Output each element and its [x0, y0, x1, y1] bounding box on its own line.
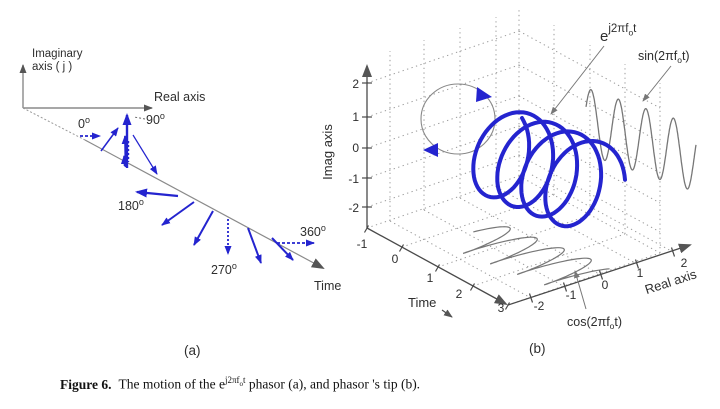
panel-b-tag: (b) [529, 341, 546, 356]
caption-label: Figure 6. [60, 376, 112, 392]
sin-sub: o [677, 55, 682, 65]
angle-label-180: 180o [118, 197, 144, 213]
real-axis-label-b: Real axis [643, 266, 699, 297]
angle-label-0: 0o [78, 115, 90, 131]
real-tick-2: 2 [681, 256, 688, 270]
exp-sub: o [628, 28, 633, 38]
phasor-250deg [193, 210, 214, 246]
real-tick-n1: -1 [566, 288, 577, 302]
exp-label-leader [550, 45, 605, 115]
real-axis-b [507, 243, 692, 306]
angle-label-270: 270o [211, 261, 237, 277]
cos-post: t) [614, 315, 622, 329]
time-label-a: Time [314, 279, 341, 293]
phasor-315deg [271, 237, 294, 261]
phasor-295deg [247, 227, 262, 264]
cos-projection-curve [462, 226, 610, 286]
sin-pre: sin(2πf [638, 49, 678, 63]
caption-sup: j2πf [224, 375, 240, 385]
axis-tick-marks [362, 82, 676, 310]
rotation-direction-indicator [420, 83, 496, 157]
phasor-90deg-third [120, 155, 128, 167]
caption-sup2: t [243, 375, 246, 385]
time-tick-1: 1 [427, 271, 434, 285]
caption-pre: The motion of the e [118, 376, 225, 392]
caption-exponent: j2πfot [224, 375, 246, 388]
angle-value-360: 360 [300, 225, 321, 239]
helix-curve [471, 110, 627, 229]
exp-sup: j2πf [607, 23, 629, 35]
panel-b: 2 1 0 -1 -2 -1 0 1 2 3 -2 -1 0 1 2 Imag … [320, 8, 699, 356]
angle-value-90: 90 [146, 113, 160, 127]
figure-caption: Figure 6. The motion of the ej2πfot phaso… [60, 375, 660, 393]
angle-value-180: 180 [118, 199, 139, 213]
real-tick-n2: -2 [534, 299, 545, 313]
time-tick-3: 3 [498, 301, 505, 315]
phasor-tip-path-line [132, 134, 158, 175]
phasor-180deg [135, 188, 179, 198]
cos-label-leader [574, 270, 587, 310]
degree-sup: o [85, 115, 90, 125]
label-90-leader [133, 116, 146, 120]
imag-tick-2: 2 [352, 77, 359, 91]
time-axis-label-b: Time [408, 295, 436, 310]
phasor-arrows [80, 113, 315, 264]
time-tick-2: 2 [456, 287, 463, 301]
panel-a: Imaginary axis ( j ) Real axis Time 0 [19, 48, 341, 358]
time-tick-labels: -1 0 1 2 3 [357, 237, 505, 315]
real-axis-label-a: Real axis [154, 90, 205, 104]
imag-tick-labels: 2 1 0 -1 -2 [348, 77, 359, 215]
time-tick-n1: -1 [357, 237, 368, 251]
caption-post: phasor (a), and phasor 's tip (b). [245, 376, 421, 392]
imaginary-axis-label-line2: axis ( j ) [32, 61, 72, 73]
angle-value-0: 0 [78, 117, 85, 131]
rotation-arrowhead-top [476, 87, 492, 102]
time-axis-b [366, 227, 508, 305]
real-tick-1: 1 [637, 266, 644, 280]
degree-sup: o [160, 111, 165, 121]
imag-tick-n1: -1 [348, 172, 359, 186]
panel-a-tag: (a) [184, 343, 201, 358]
figure-canvas: Imaginary axis ( j ) Real axis Time 0 [19, 8, 699, 358]
time-label-arrow [441, 309, 453, 318]
sin-projection-curve [585, 89, 697, 190]
angle-value-270: 270 [211, 263, 232, 277]
rotation-arrowhead-bottom [423, 143, 438, 157]
rotation-circle [420, 83, 496, 155]
imag-tick-1: 1 [352, 110, 359, 124]
caption-sub: o [239, 379, 244, 388]
imaginary-axis-label-line1: Imaginary [32, 48, 83, 60]
cos-label: cos(2πfot) [567, 315, 622, 331]
imag-axis-label: Imag axis [320, 124, 335, 180]
angle-label-90: 90o [146, 111, 165, 127]
cos-pre: cos(2πf [567, 315, 610, 329]
phasor-225deg [161, 201, 195, 226]
real-tick-labels: -2 -1 0 1 2 [534, 256, 688, 313]
exp-sup2: t [633, 23, 637, 35]
angle-label-360: 360o [300, 223, 326, 239]
imag-tick-0: 0 [352, 141, 359, 155]
real-tick-0: 0 [602, 278, 609, 292]
exp-label: ej2πfot [600, 23, 637, 45]
sin-label-leader [642, 65, 672, 102]
phasor-90deg-second [121, 135, 129, 168]
degree-sup: o [139, 197, 144, 207]
degree-sup: o [232, 261, 237, 271]
sin-post: t) [682, 49, 690, 63]
time-line-dashed-segment [22, 107, 86, 141]
time-tick-0: 0 [392, 252, 399, 266]
degree-sup: o [321, 223, 326, 233]
phasor-45deg [100, 127, 119, 152]
cos-sub: o [610, 321, 615, 331]
imag-tick-n2: -2 [348, 201, 359, 215]
sin-label: sin(2πfot) [638, 49, 690, 65]
exp-base: e [600, 28, 608, 45]
grid-3d-dotted [366, 8, 674, 306]
